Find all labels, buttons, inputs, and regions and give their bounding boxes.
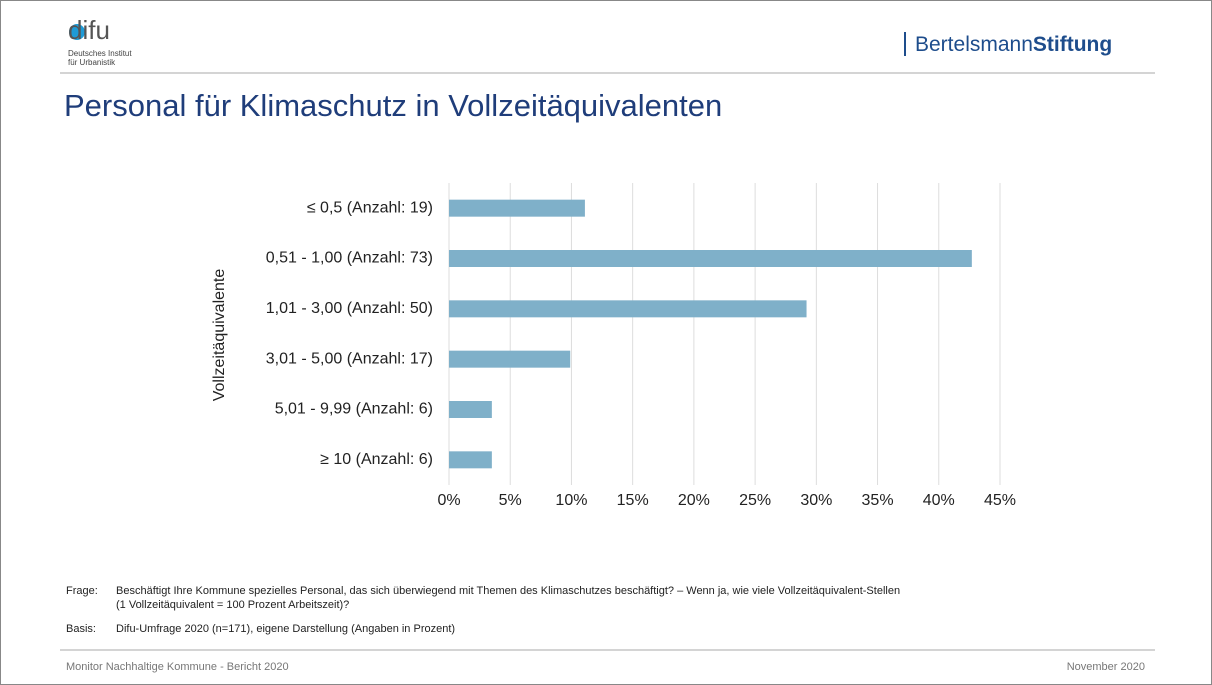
x-tick-label: 10% bbox=[555, 492, 587, 509]
x-tick-label: 30% bbox=[800, 492, 832, 509]
bar bbox=[449, 300, 807, 318]
x-tick-label: 0% bbox=[437, 492, 460, 509]
y-axis-label: Vollzeitäquivalente bbox=[211, 269, 228, 402]
logo-dot bbox=[69, 24, 85, 40]
y-tick-label: ≥ 10 (Anzahl: 6) bbox=[320, 451, 433, 468]
note-label: Frage: bbox=[66, 585, 98, 597]
y-tick-label: 5,01 - 9,99 (Anzahl: 6) bbox=[275, 401, 433, 418]
x-tick-label: 5% bbox=[499, 492, 522, 509]
y-tick-label: 3,01 - 5,00 (Anzahl: 17) bbox=[266, 350, 433, 367]
logo-line: für Urbanistik bbox=[68, 58, 116, 67]
bar bbox=[449, 250, 972, 267]
bar bbox=[449, 401, 492, 418]
x-tick-label: 35% bbox=[862, 492, 894, 509]
note-text: (1 Vollzeitäquivalent = 100 Prozent Arbe… bbox=[116, 599, 349, 611]
bar bbox=[449, 350, 571, 368]
x-tick-label: 15% bbox=[617, 492, 649, 509]
bar bbox=[449, 451, 492, 469]
brand-bold: Stiftung bbox=[1033, 33, 1112, 56]
plot: 0% 5% 10% 15% 20% 25% 30% 35% 40% 45% ≤ 0,5 (Anzah… bbox=[266, 183, 1016, 509]
y-tick-label: ≤ 0,5 (Anzahl: 19) bbox=[307, 199, 433, 216]
footer-right: November 2020 bbox=[1067, 661, 1145, 673]
logo-line: Deutsches Institut bbox=[68, 49, 132, 58]
y-tick-label: 0,51 - 1,00 (Anzahl: 73) bbox=[266, 250, 433, 267]
x-tick-label: 40% bbox=[923, 492, 955, 509]
bar bbox=[449, 199, 585, 217]
note-text: Beschäftigt Ihre Kommune spezielles Pers… bbox=[116, 585, 900, 597]
x-tick-label: 25% bbox=[739, 492, 771, 509]
y-tick-label: 1,01 - 3,00 (Anzahl: 50) bbox=[266, 300, 433, 317]
logo: difu bbox=[68, 15, 110, 45]
chart-title: Personal für Klimaschutz in Vollzeitäqui… bbox=[64, 88, 722, 123]
footer-left: Monitor Nachhaltige Kommune - Bericht 20… bbox=[66, 661, 289, 673]
x-tick-label: 20% bbox=[678, 492, 710, 509]
brand-regular: Bertelsmann bbox=[915, 33, 1033, 56]
note-label: Basis: bbox=[66, 623, 96, 635]
x-tick-label: 45% bbox=[984, 492, 1016, 509]
note-text: Difu-Umfrage 2020 (n=171), eigene Darste… bbox=[116, 623, 455, 635]
brand: BertelsmannStiftung bbox=[915, 33, 1112, 56]
